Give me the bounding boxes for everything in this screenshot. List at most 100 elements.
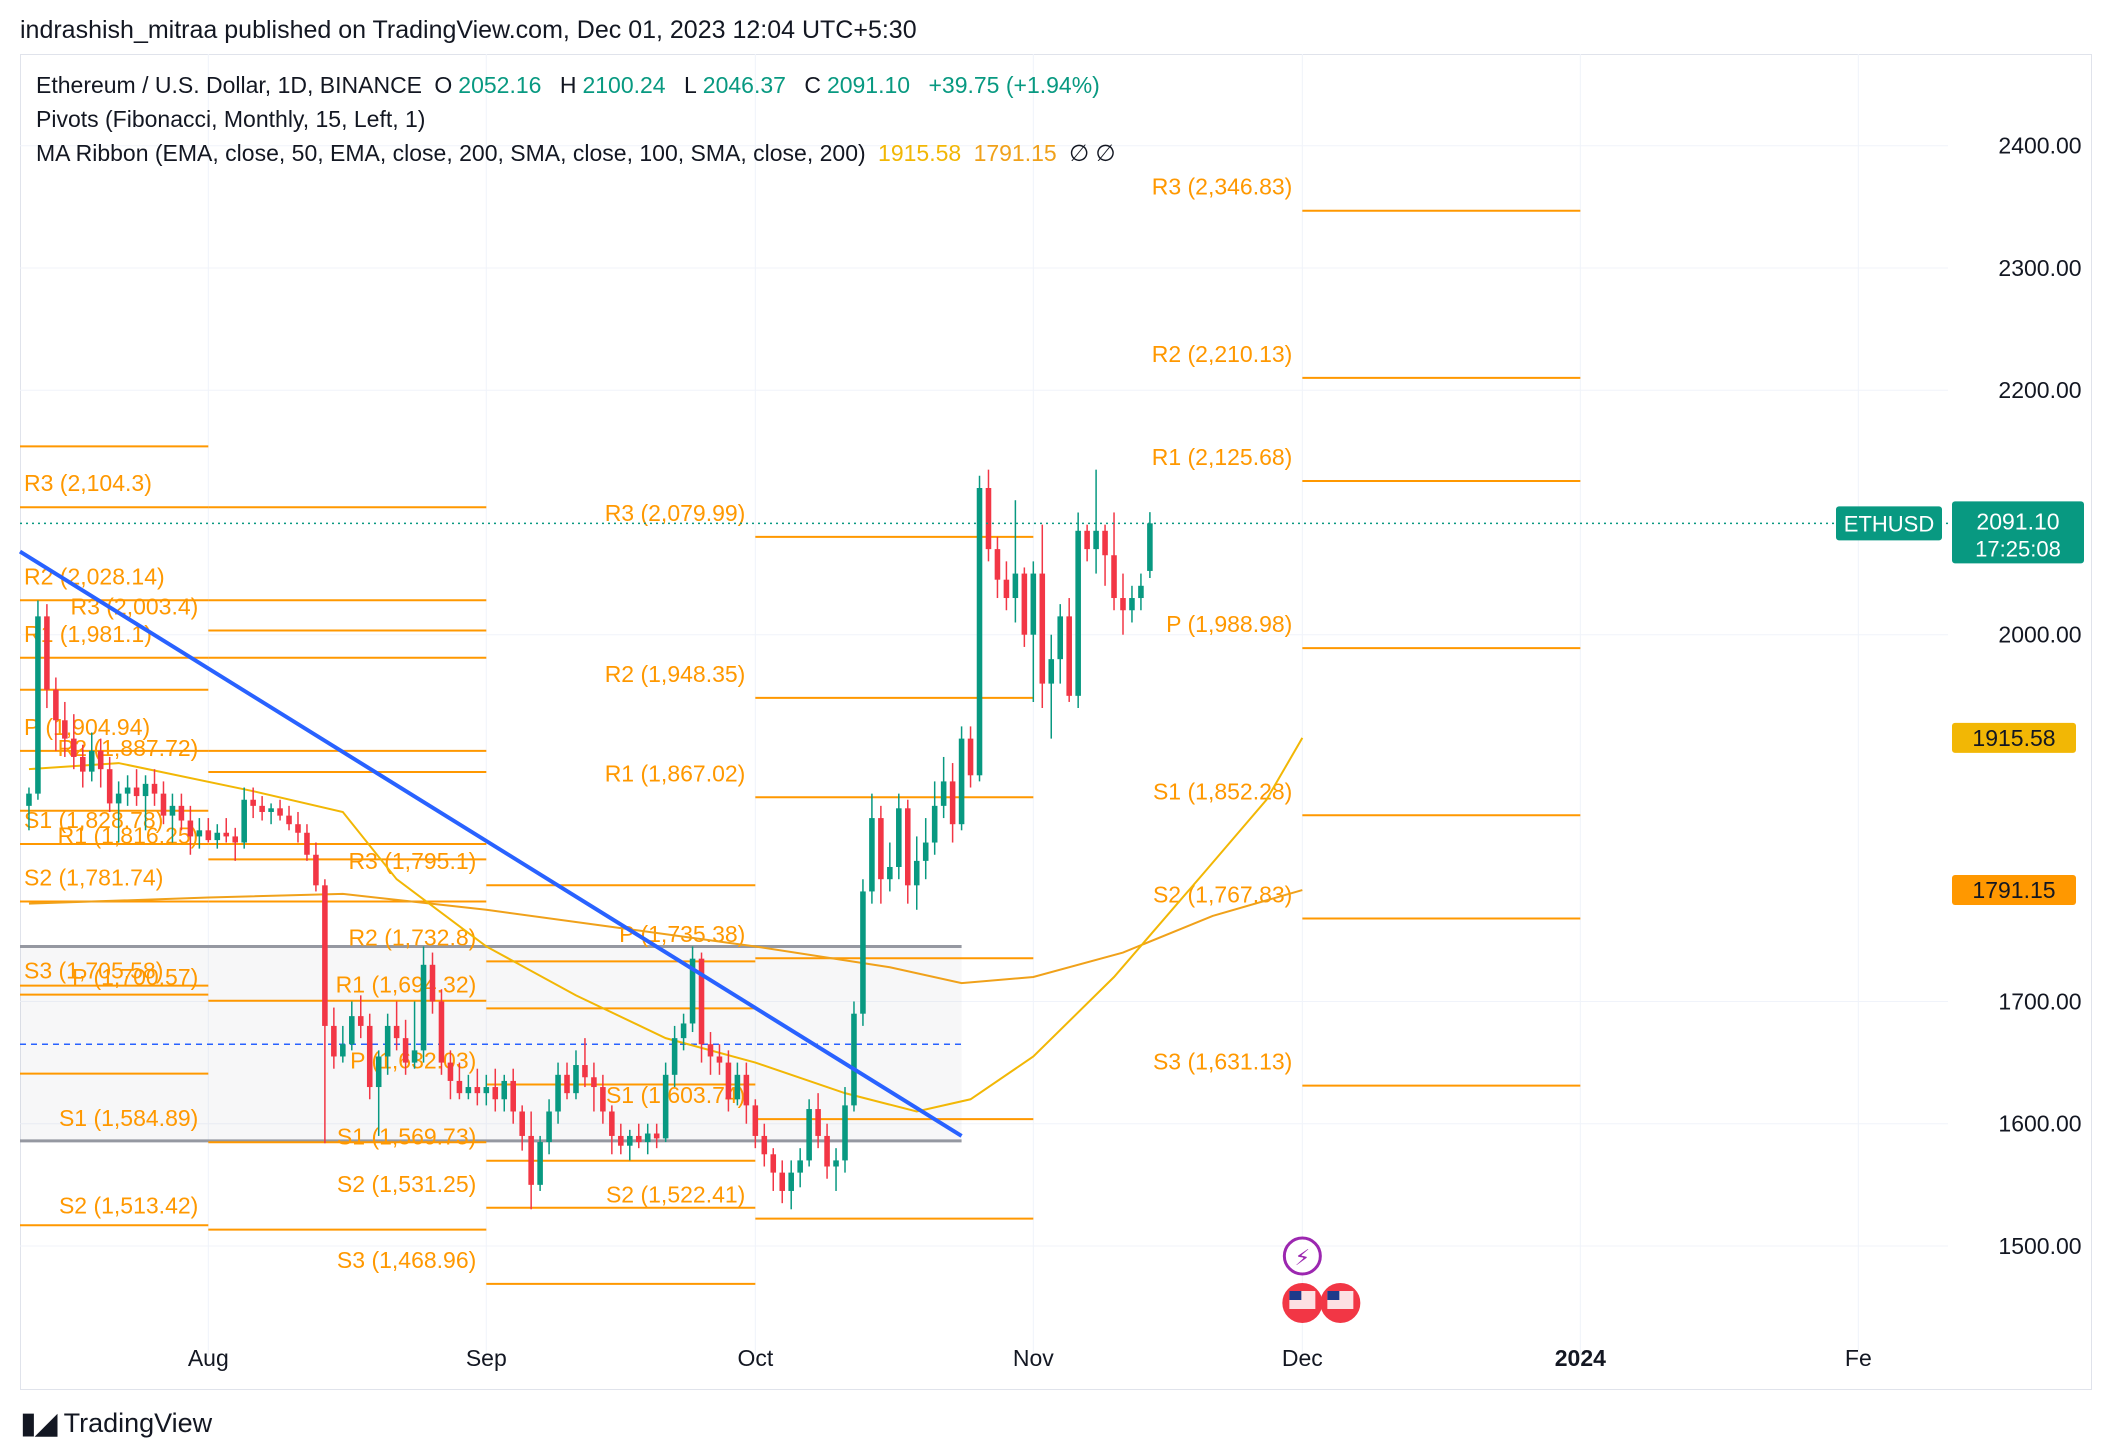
candle-up	[115, 793, 122, 804]
candle-up	[88, 750, 95, 772]
candle-down	[133, 787, 140, 797]
candle-down	[994, 549, 1001, 580]
candle-up	[26, 793, 32, 806]
candle-down	[707, 1044, 714, 1057]
legend-change: +39.75 (+1.94%)	[928, 72, 1100, 98]
y-tick-label: 1600.00	[1998, 1111, 2081, 1137]
legend-ohlc: O 2052.16	[434, 72, 542, 98]
candle-up	[1138, 585, 1144, 599]
pivot-label-p: P (1,904.94)	[24, 714, 150, 740]
candle-up	[931, 805, 938, 843]
candle-down	[725, 1062, 732, 1100]
candle-up	[976, 488, 983, 776]
pivot-label-r2: R2 (1,732.8)	[348, 924, 476, 950]
candle-up	[833, 1160, 839, 1167]
candle-down	[331, 1025, 337, 1057]
pivot-label-r3: R3 (2,346.83)	[1152, 174, 1293, 200]
candle-down	[904, 808, 911, 886]
candle-up	[1075, 530, 1081, 696]
candle-down	[71, 738, 77, 757]
legend-symbol-row: Ethereum / U.S. Dollar, 1D, BINANCE O 205…	[36, 72, 1100, 98]
candle-down	[1003, 579, 1010, 599]
candle-up	[1057, 616, 1064, 660]
candle-up	[501, 1080, 508, 1100]
candle-down	[618, 1135, 624, 1146]
pivot-label-r1: R1 (1,981.1)	[24, 621, 152, 647]
legend-ma1-value: 1915.58	[878, 140, 962, 166]
legend-symbol[interactable]: Ethereum / U.S. Dollar, 1D, BINANCE	[36, 72, 423, 98]
candle-up	[465, 1087, 472, 1094]
pivot-label-r3: R3 (2,104.3)	[24, 470, 152, 496]
candle-up	[241, 799, 247, 843]
candle-down	[1102, 530, 1108, 556]
legend-pivots[interactable]: Pivots (Fibonacci, Monthly, 15, Left, 1)	[36, 106, 431, 133]
candle-down	[357, 1016, 364, 1026]
candle-up	[124, 787, 131, 794]
ma-price-label: 1915.58	[1972, 725, 2055, 751]
candle-up	[860, 891, 866, 1014]
candle-down	[474, 1087, 481, 1094]
candle-up	[922, 842, 929, 861]
candle-down	[160, 793, 167, 816]
pivot-label-s2: S2 (1,531.25)	[337, 1171, 476, 1197]
pivot-label-r2: R2 (2,210.13)	[1152, 341, 1293, 367]
footer-brand[interactable]: ▮◢ TradingView	[20, 1406, 212, 1441]
pivot-label-s1: S1 (1,852.28)	[1153, 778, 1292, 804]
bar-countdown: 17:25:08	[1975, 536, 2061, 561]
x-tick-label: Oct	[737, 1345, 773, 1371]
candle-down	[1039, 573, 1046, 684]
candle-up	[573, 1065, 579, 1094]
ema50-line	[28, 737, 1304, 1113]
last-price-tag	[1952, 501, 2084, 564]
candle-up	[1129, 598, 1135, 611]
candle-down	[779, 1172, 786, 1191]
footer-brand-label: TradingView	[63, 1408, 213, 1438]
candle-down	[582, 1065, 588, 1078]
candle-down	[106, 769, 113, 804]
x-tick-label: Aug	[188, 1345, 229, 1371]
x-tick-label: 2024	[1555, 1345, 1606, 1371]
x-tick-label: Dec	[1282, 1345, 1323, 1371]
legend-ma-ribbon[interactable]: MA Ribbon (EMA, close, 50, EMA, close, 2…	[36, 140, 1122, 167]
legend-ma2-value: 1791.15	[973, 140, 1057, 166]
candle-up	[196, 830, 203, 837]
last-price-value: 2091.10	[1976, 508, 2059, 534]
candle-down	[1021, 573, 1028, 635]
candle-up	[169, 805, 176, 816]
candle-up	[420, 964, 427, 1051]
candle-up	[797, 1160, 803, 1173]
candle-up	[1093, 530, 1099, 550]
pivot-label-r3: R3 (2,003.4)	[70, 594, 198, 620]
ma-price-tag	[1952, 875, 2076, 906]
candle-down	[492, 1087, 499, 1100]
pivot-label-r1: R1 (2,125.68)	[1152, 444, 1293, 470]
legend-ma-na: ∅ ∅	[1069, 140, 1116, 166]
candle-up	[842, 1105, 848, 1161]
candle-up	[142, 783, 149, 797]
candle-up	[680, 1023, 687, 1039]
candle-down	[985, 488, 992, 550]
pivot-label-s1: S1 (1,569.73)	[337, 1124, 476, 1150]
candle-down	[519, 1111, 525, 1136]
y-tick-label: 2000.00	[1998, 622, 2081, 648]
candle-down	[259, 805, 265, 812]
candle-up	[734, 1074, 741, 1100]
pivot-label-r3: R3 (1,795.1)	[348, 848, 476, 874]
candle-down	[322, 885, 328, 1026]
candle-down	[232, 836, 238, 843]
candle-down	[456, 1080, 463, 1094]
pivot-label-s2: S2 (1,513.42)	[59, 1193, 198, 1219]
candle-down	[313, 854, 319, 886]
candle-down	[761, 1135, 768, 1155]
pivot-label-r1: R1 (1,694.32)	[336, 971, 477, 997]
candle-down	[178, 805, 185, 821]
pivot-label-s2: S2 (1,522.41)	[606, 1182, 745, 1208]
candle-down	[1111, 555, 1117, 599]
legend-ma-label: MA Ribbon (EMA, close, 50, EMA, close, 2…	[36, 140, 866, 166]
candle-up	[349, 1016, 355, 1045]
candle-down	[79, 756, 86, 772]
candle-down	[949, 781, 956, 825]
pivot-label-s1: S1 (1,603.74)	[606, 1082, 745, 1108]
candle-down	[447, 1062, 454, 1081]
